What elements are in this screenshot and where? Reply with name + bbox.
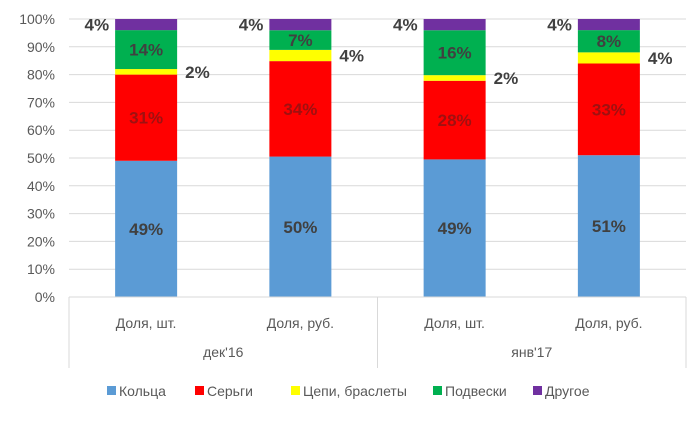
data-label: 4% [339,47,364,66]
data-label: 51% [592,217,626,236]
category-label: Доля, руб. [575,315,642,331]
bar-segment [423,159,486,297]
data-label: 2% [185,63,210,82]
legend-swatch [291,386,300,395]
data-label: 7% [288,31,313,50]
bar-segment [423,19,486,31]
data-label: 4% [239,16,264,35]
y-tick-label: 100% [19,11,55,27]
bar-segment [269,156,332,297]
data-label: 34% [283,100,317,119]
y-tick-label: 30% [27,206,55,222]
data-label: 28% [438,111,472,130]
bar-segment [269,19,332,31]
bar-segment [423,80,486,160]
category-label: Доля, руб. [267,315,334,331]
y-tick-label: 70% [27,94,55,110]
bar-segment [577,63,640,156]
bar-segment [269,49,332,62]
legend-swatch [195,386,204,395]
bar-segment [577,52,640,64]
legend-swatch [433,386,442,395]
data-label: 14% [129,41,163,60]
data-label: 31% [129,109,163,128]
bar-segment [577,155,640,297]
data-label: 4% [547,16,572,35]
bar-segment [577,19,640,31]
data-label: 8% [597,32,622,51]
bar-segment [115,74,178,161]
legend-label: Цепи, браслеты [303,383,407,399]
bar-segment [115,160,178,297]
data-label: 33% [592,100,626,119]
bar-segment [423,30,486,76]
y-tick-label: 50% [27,150,55,166]
bar-segment [115,69,178,75]
y-tick-label: 0% [35,289,55,305]
bar-segment [269,30,332,50]
y-tick-label: 80% [27,67,55,83]
data-label: 49% [438,219,472,238]
bar-segment [115,30,178,70]
data-label: 16% [438,44,472,63]
y-tick-label: 20% [27,233,55,249]
y-tick-label: 90% [27,39,55,55]
category-label: Доля, шт. [424,315,485,331]
category-label: Доля, шт. [116,315,177,331]
legend-label: Серьги [207,383,253,399]
bar-segment [115,19,178,31]
bar-segment [269,61,332,157]
data-label: 4% [85,16,110,35]
legend-swatch [533,386,542,395]
group-label: дек'16 [203,344,244,360]
data-label: 49% [129,220,163,239]
bar-segment [577,30,640,53]
data-label: 4% [648,49,673,68]
y-tick-label: 10% [27,261,55,277]
y-tick-label: 40% [27,178,55,194]
legend-label: Другое [545,383,590,399]
y-tick-label: 60% [27,122,55,138]
data-label: 4% [393,16,418,35]
data-label: 2% [494,69,519,88]
bar-segment [423,75,486,81]
group-label: янв'17 [511,344,552,360]
legend-label: Подвески [445,383,507,399]
legend-swatch [107,386,116,395]
data-label: 50% [283,218,317,237]
legend-label: Кольца [119,383,166,399]
